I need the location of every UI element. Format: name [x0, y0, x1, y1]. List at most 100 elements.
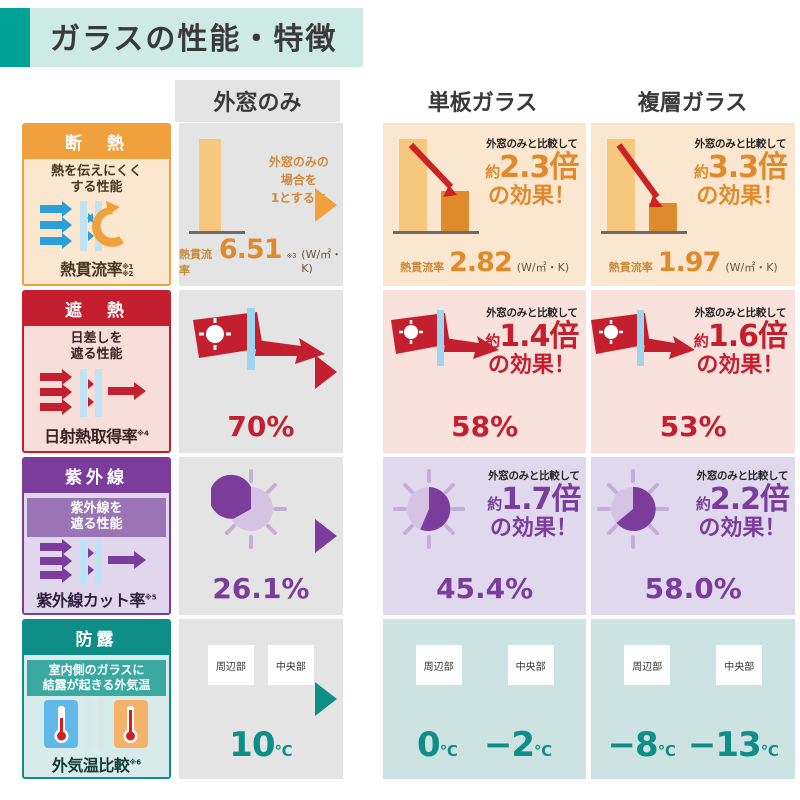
base-note-line-2: 場合を — [280, 173, 317, 187]
bar-chart-single — [392, 139, 479, 234]
multiplier-text: 1.4倍 — [499, 318, 579, 354]
temp-value-center: −2 — [483, 725, 535, 765]
effect-suffix: の効果！ — [696, 183, 785, 209]
multiplier-text: 2.3倍 — [499, 149, 579, 185]
comparison-callout: 外窓のみと比較して 約2.3倍 の効果！ — [485, 139, 579, 209]
row-shading: 遮 熱 日差しを 遮る性能 — [0, 290, 800, 453]
desc-line-1: 日差しを — [70, 331, 123, 346]
effect-suffix: の効果！ — [696, 352, 785, 378]
multiplier-value: 約1.7倍 — [487, 481, 581, 517]
desc-line-2: する性能 — [70, 180, 123, 196]
row-label-heading: 断 熱 — [24, 125, 169, 159]
row-label-shading: 遮 熱 日差しを 遮る性能 — [22, 290, 171, 453]
value-label: 熱貫流率 — [400, 261, 445, 274]
desc-line-1: 室内側のガラスに — [48, 663, 145, 677]
desc-line-1: 熱を伝えにくく — [51, 164, 142, 179]
percent-value: 26.1% — [212, 572, 310, 605]
solar-block-icon — [40, 369, 147, 418]
desc-line-1: 紫外線を — [70, 501, 123, 516]
connector-triangle-icon — [314, 187, 337, 222]
column-header-base: 外窓のみ — [175, 79, 340, 122]
cell-shading-base: 70% — [178, 290, 343, 453]
desc-line-2: 遮る性能 — [70, 347, 123, 363]
sunlight-arrow-icon — [390, 310, 499, 366]
temp-unit: ℃ — [274, 742, 293, 760]
temp-tag-peripheral: 周辺部 — [415, 645, 462, 685]
temp-unit: ℃ — [657, 742, 676, 760]
temp-tag-group: 周辺部 中央部 — [185, 645, 337, 685]
effect-suffix: の効果！ — [698, 515, 787, 541]
connector-triangle-icon — [314, 682, 337, 716]
temp-value-group: 10℃ — [179, 725, 343, 765]
row-label-description: 熱を伝えにくく する性能 — [51, 164, 142, 197]
cell-body: 外窓のみと比較して 約1.4倍 の効果！ 58% — [382, 290, 587, 453]
cell-uv-single: 外窓のみと比較して 約1.7倍 の効果！ 45.4% — [382, 457, 587, 615]
thermometer-compare-icon — [44, 698, 149, 750]
approx-prefix: 約 — [693, 162, 709, 181]
multiplier-text: 1.7倍 — [501, 481, 581, 517]
row-label-uv: 紫外線 紫外線を 遮る性能 — [22, 457, 171, 615]
base-note: 外窓のみの 場合を 1とすると — [269, 153, 329, 207]
comparison-callout: 外窓のみと比較して 約1.6倍 の効果！ — [693, 308, 788, 378]
uv-pie-icon-single — [392, 469, 465, 549]
percent-value: 58.0% — [644, 572, 742, 605]
row-label-insulation: 断 熱 熱を伝えにくく する性能 — [22, 123, 171, 286]
metric-text: 紫外線カット率 — [36, 590, 145, 610]
temp-unit: ℃ — [439, 742, 458, 760]
cell-uv-base: 26.1% — [178, 457, 343, 615]
value-unit: (W/㎡・K) — [516, 261, 570, 274]
bar-chart-base — [188, 139, 245, 234]
value-line: 熱貫流率 6.51 ※3 (W/㎡・K) — [179, 234, 343, 278]
approx-prefix: 約 — [693, 331, 709, 350]
cell-dew-base: 周辺部 中央部 10℃ — [178, 619, 343, 779]
percent-value: 45.4% — [436, 572, 534, 605]
multiplier-value: 約3.3倍 — [693, 152, 788, 183]
temp-value-center: −13 — [687, 725, 762, 765]
temp-tag-group: 周辺部 中央部 — [389, 645, 581, 685]
approx-prefix: 約 — [487, 494, 502, 513]
title-accent-bar — [0, 8, 30, 67]
row-metric-label: 外気温比較※6 — [52, 752, 141, 776]
value-note: ※3 — [286, 253, 297, 260]
temp-tag-peripheral: 周辺部 — [207, 645, 254, 685]
row-label-heading: 遮 熱 — [24, 292, 169, 326]
metric-note-1: ※4 — [137, 429, 149, 438]
effect-suffix: の効果！ — [489, 515, 578, 541]
temp-tag-center: 中央部 — [716, 645, 763, 685]
row-label-heading: 防露 — [24, 621, 169, 655]
cell-insulation-double: 外窓のみと比較して 約3.3倍 の効果！ 熱貫流率 1.97 (W/㎡・K) — [591, 123, 795, 286]
row-label-description: 日差しを 遮る性能 — [70, 331, 122, 364]
row-insulation: 断 熱 熱を伝えにくく する性能 — [0, 123, 800, 286]
bar-chart-double — [601, 139, 688, 234]
row-label-heading: 紫外線 — [24, 459, 169, 493]
cell-shading-double: 外窓のみと比較して 約1.6倍 の効果！ 53% — [591, 290, 795, 453]
temp-value: 10 — [229, 725, 275, 765]
temp-tag-peripheral: 周辺部 — [624, 645, 671, 685]
connector-triangle-icon — [314, 354, 337, 389]
row-metric-label: 紫外線カット率※5 — [36, 587, 156, 611]
metric-note-1: ※5 — [144, 593, 157, 602]
temp-unit: ℃ — [534, 742, 553, 760]
metric-text: 外気温比較 — [51, 756, 130, 775]
value-number: 1.97 — [657, 247, 722, 278]
multiplier-value: 約1.6倍 — [693, 321, 788, 352]
temp-tag-group: 周辺部 中央部 — [597, 645, 789, 685]
compare-prefix: 外窓のみと比較して — [486, 307, 578, 319]
cell-body: 外窓のみと比較して 約2.3倍 の効果！ 熱貫流率 2.82 (W/㎡・K) — [382, 123, 587, 286]
temp-value-group: −8℃ −13℃ — [591, 725, 795, 765]
comparison-callout: 外窓のみと比較して 約2.2倍 の効果！ — [695, 471, 790, 541]
row-metric-label: 熱貫流率 ※1 ※2 — [60, 256, 133, 280]
value-unit: (W/㎡・K) — [301, 248, 343, 275]
value-unit: (W/㎡・K) — [725, 261, 778, 274]
value-number: 6.51 — [218, 234, 283, 265]
cell-body: 外窓のみと比較して 約2.2倍 の効果！ 58.0% — [591, 457, 795, 615]
row-metric-label: 日射熱取得率※4 — [44, 423, 149, 447]
percent-value: 53% — [659, 410, 727, 443]
cell-body: 周辺部 中央部 −8℃ −13℃ — [591, 619, 795, 779]
approx-prefix: 約 — [695, 494, 711, 513]
row-label-description: 室内側のガラスに 結露が起きる外気温 — [27, 660, 166, 696]
temp-value-group: 0℃ −2℃ — [383, 725, 587, 765]
metric-note-2: ※2 — [122, 270, 133, 279]
comparison-table: 外窓のみ 単板ガラス 複層ガラス 断 熱 熱を伝えにくく する性能 — [0, 78, 800, 783]
effect-suffix: の効果！ — [487, 183, 576, 209]
